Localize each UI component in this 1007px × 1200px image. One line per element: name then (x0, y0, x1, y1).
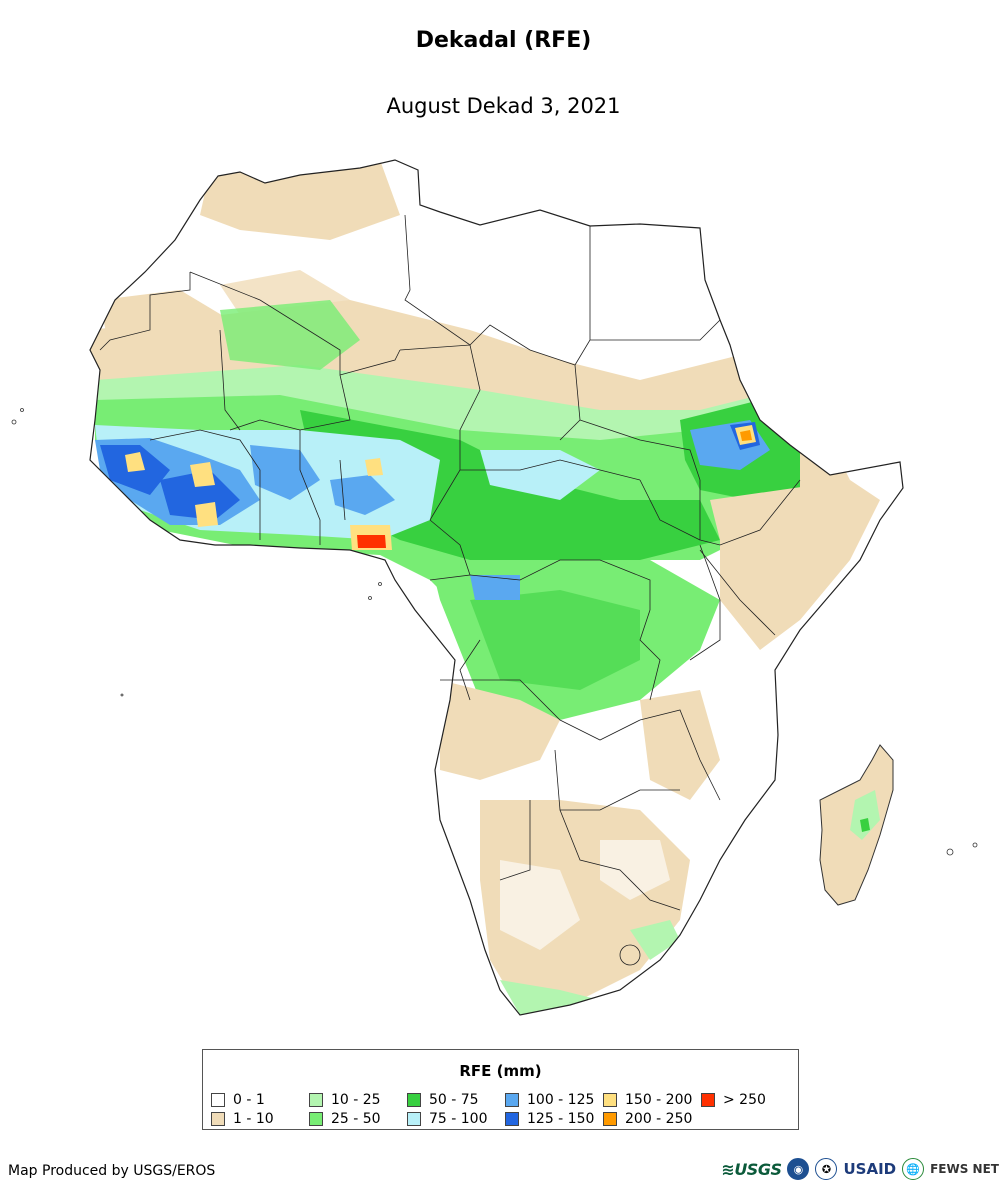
legend-swatch (211, 1111, 225, 1126)
map-subtitle: August Dekad 3, 2021 (386, 94, 621, 118)
legend-item: > 250 (701, 1090, 781, 1109)
usgs-logo: ≋USGS (721, 1159, 782, 1179)
legend-title: RFE (mm) (459, 1062, 542, 1080)
legend-label: 75 - 100 (429, 1110, 488, 1127)
legend-swatch (309, 1092, 323, 1107)
map-title: Dekadal (RFE) (415, 28, 592, 53)
islands (11, 408, 978, 856)
legend-label: 125 - 150 (527, 1110, 595, 1127)
logo-strip: ≋USGS ◉ ✪ USAID 🌐 FEWS NET (721, 1158, 999, 1180)
legend-grid: 0 - 1 1 - 10 10 - 25 25 - 50 50 - 75 75 … (211, 1090, 781, 1128)
legend-item: 100 - 125 (505, 1090, 603, 1109)
legend-label: 0 - 1 (233, 1091, 265, 1108)
legend-item: 50 - 75 (407, 1090, 505, 1109)
legend-item: 75 - 100 (407, 1109, 505, 1128)
legend-item: 0 - 1 (211, 1090, 309, 1109)
legend-swatch (603, 1111, 617, 1126)
legend-swatch (407, 1111, 421, 1126)
legend-label: 100 - 125 (527, 1091, 595, 1108)
map-credit: Map Produced by USGS/EROS (8, 1163, 216, 1179)
legend-swatch (211, 1092, 225, 1107)
legend-item: 1 - 10 (211, 1109, 309, 1128)
globe-icon: 🌐 (902, 1158, 925, 1180)
legend-label: 150 - 200 (625, 1091, 693, 1108)
usaid-seal: ✪ (815, 1158, 838, 1180)
legend-label: 1 - 10 (233, 1110, 274, 1127)
fews-net-logo: FEWS NET (930, 1162, 999, 1176)
legend-label: 50 - 75 (429, 1091, 479, 1108)
legend-label: 25 - 50 (331, 1110, 381, 1127)
legend-item: 200 - 250 (603, 1109, 701, 1128)
legend-item: 150 - 200 (603, 1090, 701, 1109)
legend-item: 25 - 50 (309, 1109, 407, 1128)
legend-item: 125 - 150 (505, 1109, 603, 1128)
legend-label: > 250 (723, 1091, 766, 1108)
africa-rainfall-map (11, 159, 978, 1016)
legend-swatch (407, 1092, 421, 1107)
legend-label: 10 - 25 (331, 1091, 381, 1108)
legend-swatch (603, 1092, 617, 1107)
madagascar-island (819, 744, 894, 906)
noaa-logo: ◉ (787, 1158, 810, 1180)
usaid-logo: USAID (843, 1160, 897, 1178)
legend-swatch (505, 1092, 519, 1107)
national-borders (99, 214, 801, 966)
legend-swatch (701, 1092, 715, 1107)
legend-item: 10 - 25 (309, 1090, 407, 1109)
legend-swatch (505, 1111, 519, 1126)
legend-label: 200 - 250 (625, 1110, 693, 1127)
legend-swatch (309, 1111, 323, 1126)
legend-box: RFE (mm) 0 - 1 1 - 10 10 - 25 25 - 50 50… (202, 1049, 799, 1130)
